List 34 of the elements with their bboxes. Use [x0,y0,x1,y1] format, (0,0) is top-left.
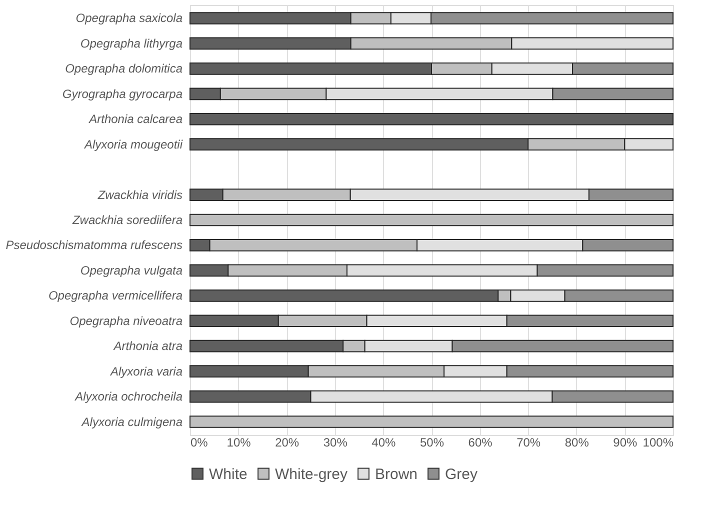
legend-label: Grey [445,466,478,483]
y-tick-label: Zwackhia viridis [96,188,182,202]
y-tick-label: Opegrapha dolomitica [65,62,183,76]
x-tick-label: 60% [468,436,493,450]
x-tick-label: 50% [420,436,444,450]
legend-label: Brown [375,466,418,483]
x-tick-label: 90% [613,436,638,450]
legend-label: White-grey [275,466,348,483]
bar [190,416,674,428]
y-tick-label: Opegrapha vulgata [80,263,183,278]
y-tick-label: Alyxoria ochrocheila [74,390,183,404]
y-tick-label: Alyxoria mougeotii [83,137,183,152]
x-tick-label: 40% [372,436,396,450]
y-tick-label: Zwackhia sorediifera [71,213,183,227]
x-tick-label: 100% [642,436,674,450]
x-tick-label: 30% [323,436,348,450]
x-tick-label: 0% [190,436,208,450]
bar [190,112,674,126]
x-tick-label: 20% [275,436,300,450]
y-tick-label: Opegrapha niveoatra [70,314,183,328]
legend-label: White [209,466,248,483]
x-tick-label: 10% [226,436,252,450]
y-tick-label: Opegrapha lithyrga [80,36,183,50]
y-tick-label: Alyxoria culmigena [80,414,183,429]
y-tick-label: Opegrapha vermicellifera [48,288,183,303]
y-tick-label: Gyrographa gyrocarpa [62,86,183,101]
y-tick-label: Pseudoschismatomma rufescens [6,238,182,252]
y-tick-label: Alyxoria varia [109,364,183,378]
x-tick-label: 80% [564,436,590,450]
x-tick-label: 70% [516,436,541,450]
y-tick-label: Opegrapha saxicola [76,11,183,26]
y-tick-label: Arthonia atra [112,339,183,354]
bar [190,214,674,226]
y-tick-label: Arthonia calcarea [88,112,183,126]
